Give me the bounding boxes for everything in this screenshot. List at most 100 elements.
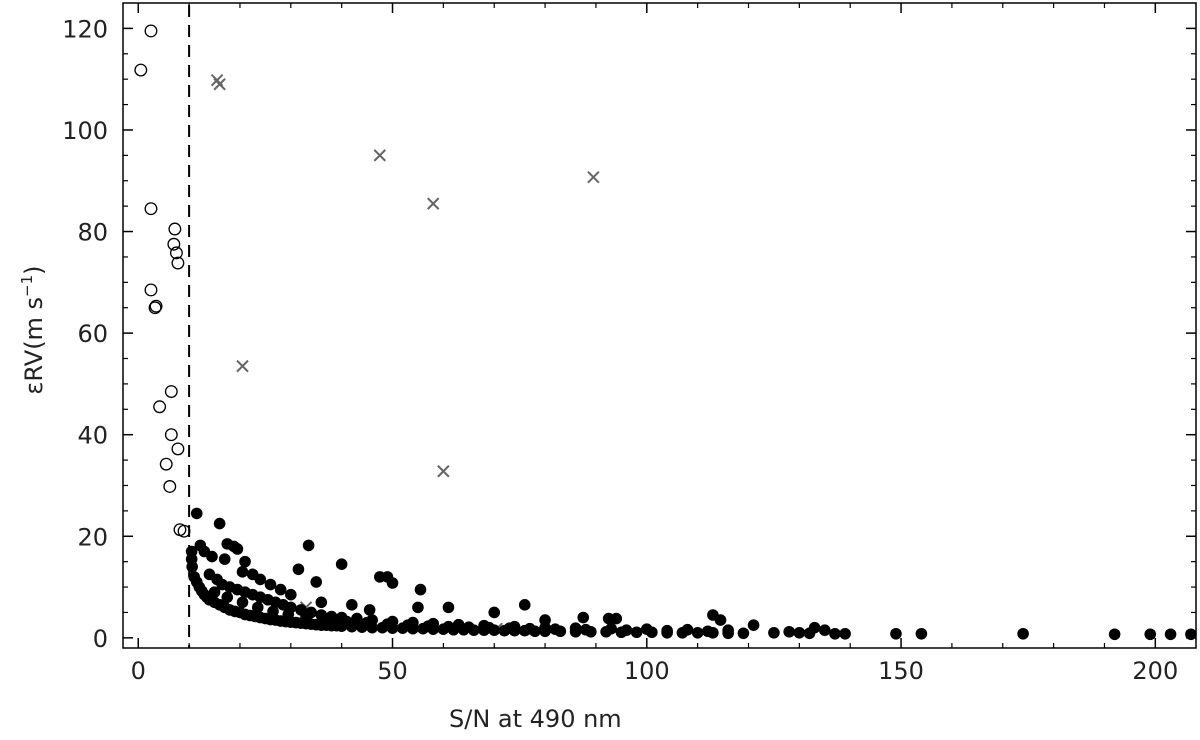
data-point-filled: [351, 612, 363, 625]
data-point-filled: [346, 599, 358, 611]
data-point-filled: [808, 621, 821, 634]
data-point-cross: [437, 465, 450, 478]
data-point-filled: [539, 621, 551, 634]
data-point-filled: [254, 573, 267, 586]
x-tick-label: 150: [878, 657, 924, 685]
data-point-filled: [630, 626, 643, 639]
data-point-filled: [264, 578, 277, 591]
y-tick-label: 100: [62, 117, 108, 145]
data-point-cross: [426, 197, 440, 210]
y-tick-label: 60: [77, 320, 108, 348]
data-point-filled: [251, 601, 264, 614]
data-point-filled: [213, 517, 226, 530]
data-point-filled: [1164, 628, 1177, 641]
data-point-open: [163, 480, 177, 493]
data-point-filled: [285, 588, 297, 601]
data-point-open: [169, 246, 183, 260]
data-point-filled: [661, 624, 673, 637]
data-point-filled: [414, 583, 427, 596]
data-point-filled: [783, 625, 795, 638]
data-point-filled: [483, 621, 495, 634]
y-tick-label: 20: [77, 523, 108, 551]
x-tick-label: 100: [624, 657, 670, 685]
data-point-filled: [236, 596, 249, 609]
data-point-open: [144, 24, 158, 38]
data-point-open: [164, 428, 178, 442]
data-point-filled: [605, 622, 617, 635]
data-point-filled: [320, 614, 333, 626]
data-point-open: [168, 222, 182, 236]
data-point-cross: [213, 78, 226, 91]
data-point-filled: [829, 627, 841, 640]
data-point-filled: [915, 627, 928, 640]
data-point-filled: [768, 626, 780, 639]
data-point-open: [177, 524, 191, 538]
y-tick-label: 120: [62, 15, 108, 43]
data-point-filled: [818, 624, 831, 637]
data-point-open: [144, 283, 158, 297]
data-point-filled: [206, 550, 218, 563]
data-point-filled: [488, 606, 501, 619]
data-point-filled: [361, 616, 373, 629]
data-point-filled: [681, 623, 694, 636]
data-point-filled: [412, 601, 424, 614]
data-point-cross: [587, 170, 600, 184]
data-point-open: [153, 400, 167, 414]
data-point-filled: [302, 539, 315, 552]
data-point-filled: [1185, 628, 1197, 641]
data-point-filled: [640, 623, 653, 636]
data-point-filled: [381, 618, 394, 630]
data-point-filled: [442, 620, 455, 633]
data-point-cross: [236, 359, 249, 373]
data-point-filled: [702, 625, 714, 638]
data-point-filled: [340, 615, 353, 628]
data-point-filled: [239, 555, 251, 568]
y-tick-label: 40: [77, 422, 108, 450]
data-point-filled: [267, 605, 279, 618]
data-point-filled: [691, 626, 704, 639]
data-point-filled: [231, 543, 244, 555]
data-point-open: [149, 299, 163, 313]
data-point-filled: [386, 577, 399, 589]
data-point-filled: [315, 596, 328, 609]
data-point-filled: [839, 627, 851, 640]
data-point-filled: [463, 621, 475, 633]
data-point-filled: [1108, 628, 1121, 641]
data-point-filled: [186, 560, 198, 573]
data-point-filled: [747, 619, 760, 631]
data-point-filled: [310, 576, 323, 588]
data-point-filled: [190, 507, 203, 520]
data-point-filled: [549, 623, 562, 636]
data-point-open: [144, 202, 158, 216]
x-tick-label: 50: [377, 657, 408, 685]
data-point-filled: [292, 563, 305, 576]
data-point-filled: [1144, 628, 1157, 641]
data-point-open: [167, 237, 181, 251]
data-point-open: [164, 385, 178, 398]
data-points: [134, 24, 1197, 641]
data-point-filled: [236, 566, 249, 578]
data-point-filled: [524, 622, 536, 635]
data-point-cross: [373, 149, 387, 162]
data-point-filled: [282, 608, 295, 621]
x-axis-label: S/N at 490 nm: [449, 705, 622, 733]
y-tick-label: 0: [93, 625, 108, 653]
data-point-filled: [442, 601, 455, 614]
plot-frame: [122, 2, 1197, 649]
data-point-filled: [221, 591, 234, 604]
data-point-filled: [890, 627, 902, 640]
data-point-filled: [579, 623, 592, 636]
data-point-filled: [208, 586, 221, 598]
axis-tick-labels: 0 50 100 150 200 0 20 40 60 80 100 120: [62, 15, 1178, 685]
data-point-filled: [363, 604, 376, 616]
data-point-filled: [401, 619, 414, 631]
data-point-filled: [518, 599, 531, 611]
data-point-filled: [722, 624, 734, 637]
data-point-filled: [610, 612, 623, 625]
data-point-filled: [1017, 627, 1029, 640]
data-point-filled: [274, 583, 287, 596]
data-point-filled: [300, 611, 312, 624]
y-tick-label: 80: [77, 219, 108, 247]
data-point-open: [159, 457, 173, 471]
